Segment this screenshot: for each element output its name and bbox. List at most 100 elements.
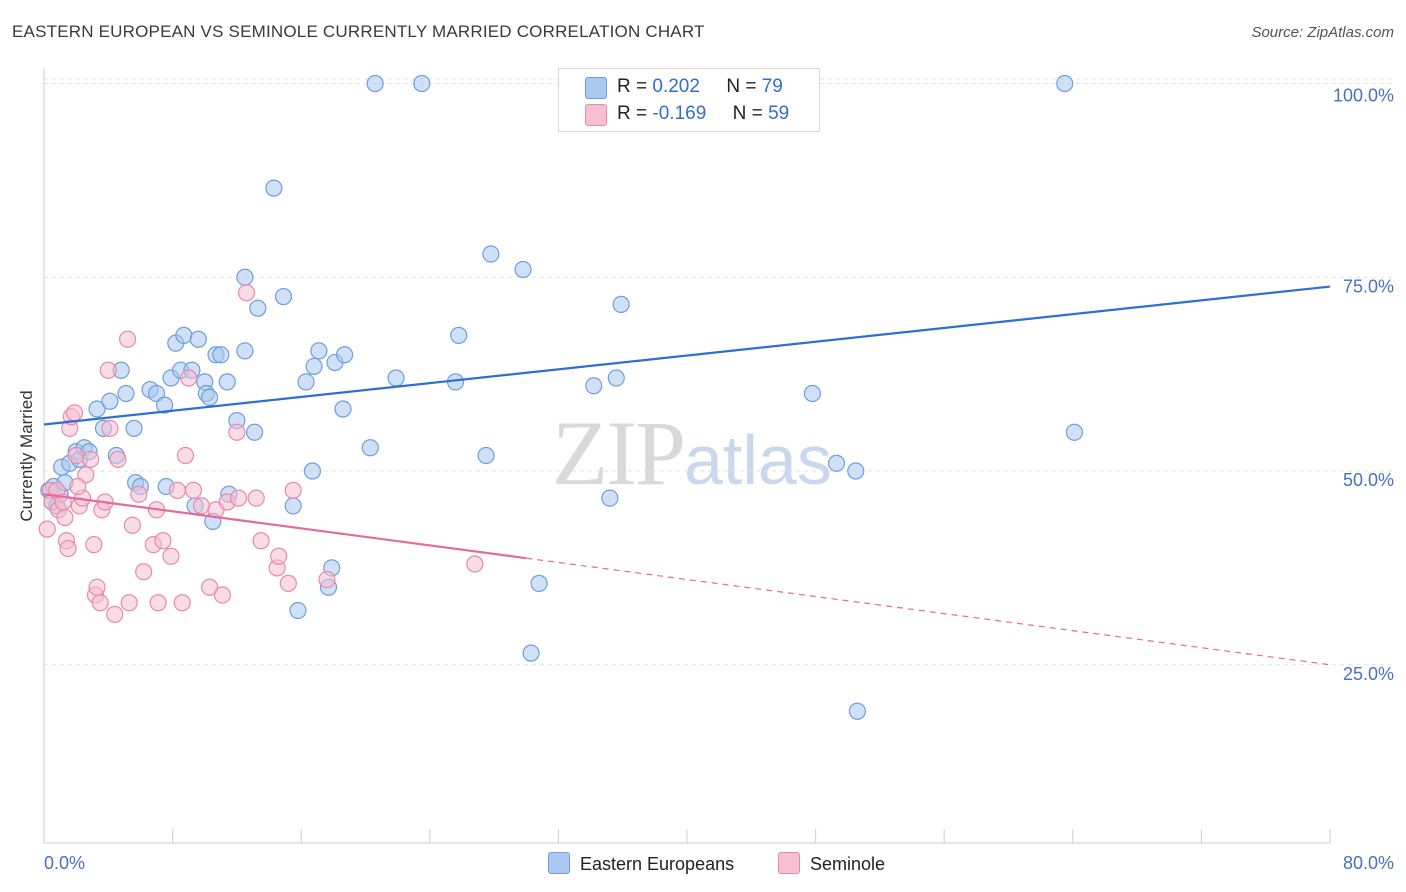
seminole-point (284, 481, 302, 499)
y-axis-label: Currently Married (17, 390, 36, 522)
bottom-legend-label: Seminole (810, 854, 886, 874)
legend-n-label: N = (732, 103, 763, 124)
eastern-european-point (827, 454, 846, 472)
seminole-point (59, 539, 77, 558)
bottom-legend-eastern-europeans: Eastern Europeans (548, 852, 734, 875)
eastern-european-point (189, 330, 207, 348)
eastern-european-point (155, 396, 174, 414)
seminole-point (82, 450, 100, 468)
seminole-point (77, 466, 95, 484)
y-tick-label: 50.0% (1343, 470, 1394, 490)
eastern-european-point (88, 400, 106, 418)
legend-n-value: 79 (761, 76, 783, 97)
eastern-european-point (117, 384, 135, 403)
eastern-european-point (245, 423, 264, 441)
legend-r-value: -0.169 (652, 103, 707, 124)
eastern-european-point (175, 326, 193, 344)
eastern-european-point (361, 439, 379, 457)
eastern-european-point (200, 388, 219, 406)
seminole-point (154, 532, 172, 550)
eastern-europeans-trend-line (43, 285, 1331, 426)
legend-r-label: R = (617, 103, 648, 124)
eastern-european-point (284, 497, 302, 515)
seminole-point (101, 419, 119, 437)
seminole-point (176, 446, 195, 465)
eastern-european-point (450, 326, 468, 344)
eastern-european-point (336, 346, 354, 364)
seminole-point (252, 532, 270, 550)
watermark: ZIPatlas (552, 400, 832, 506)
y-tick-label: 100.0% (1333, 86, 1394, 106)
seminole-point (69, 477, 87, 496)
chart-title: EASTERN EUROPEAN VS SEMINOLE CURRENTLY M… (12, 22, 705, 41)
eastern-european-point (101, 392, 119, 410)
seminole-point (200, 578, 219, 596)
y-tick-label: 75.0% (1343, 276, 1394, 296)
eastern-european-point (585, 377, 603, 395)
eastern-european-point (522, 644, 540, 662)
eastern-european-point (477, 446, 495, 465)
eastern-european-point (310, 342, 328, 360)
seminole-point (123, 516, 142, 534)
seminole-point (192, 497, 211, 515)
eastern-european-point (334, 400, 352, 418)
seminole-point (38, 520, 56, 538)
seminole-point (120, 594, 138, 612)
legend-r-label: R = (617, 76, 648, 97)
eastern-european-point (612, 295, 630, 313)
pink-swatch-icon (585, 104, 607, 126)
eastern-european-point (147, 384, 166, 403)
eastern-european-point (607, 369, 625, 387)
blue-swatch-icon (548, 852, 570, 874)
seminole-point (237, 284, 256, 302)
seminole-point (88, 578, 106, 596)
seminole-point (106, 605, 124, 623)
legend-n-label: N = (726, 76, 757, 97)
seminole-point (91, 594, 109, 612)
seminole-point (65, 404, 84, 422)
seminole-point (109, 450, 127, 468)
seminole-point (168, 481, 187, 499)
eastern-european-point (249, 299, 267, 317)
eastern-european-point (1056, 74, 1074, 93)
seminole-point (118, 330, 137, 348)
eastern-european-point (366, 74, 384, 93)
eastern-european-point (482, 245, 500, 263)
stats-legend: R = 0.202 N = 79 R = -0.169 N = 59 (558, 68, 820, 132)
eastern-european-point (601, 489, 619, 507)
x-tick-label: 0.0% (44, 853, 85, 873)
eastern-european-point (1065, 423, 1084, 441)
seminole-point (279, 574, 297, 592)
seminole-point (99, 361, 117, 379)
eastern-european-point (236, 342, 254, 360)
seminole-trend-line-extrapolated (526, 557, 1331, 666)
eastern-european-point (265, 179, 283, 197)
y-tick-label: 25.0% (1343, 664, 1394, 684)
seminole-point (135, 563, 153, 581)
legend-n-value: 59 (768, 103, 790, 124)
eastern-european-point (530, 574, 548, 592)
eastern-european-point (303, 462, 322, 480)
eastern-european-point (218, 373, 236, 391)
seminole-point (229, 489, 248, 507)
eastern-european-point (847, 462, 865, 480)
seminole-point (270, 547, 288, 565)
eastern-european-point (514, 260, 532, 279)
eastern-european-point (848, 702, 866, 720)
seminole-point (180, 369, 198, 387)
eastern-european-point (236, 268, 254, 286)
eastern-european-point (387, 369, 405, 387)
eastern-european-point (289, 601, 307, 620)
seminole-point (149, 594, 167, 612)
seminole-point (85, 536, 103, 554)
seminole-point (184, 481, 203, 499)
eastern-european-point (274, 288, 293, 306)
bottom-legend-label: Eastern Europeans (580, 854, 735, 874)
eastern-european-point (413, 74, 431, 93)
eastern-european-point (125, 419, 143, 437)
seminole-point (318, 570, 336, 589)
eastern-european-point (297, 373, 315, 391)
seminole-point (213, 586, 232, 604)
eastern-european-point (305, 357, 323, 375)
